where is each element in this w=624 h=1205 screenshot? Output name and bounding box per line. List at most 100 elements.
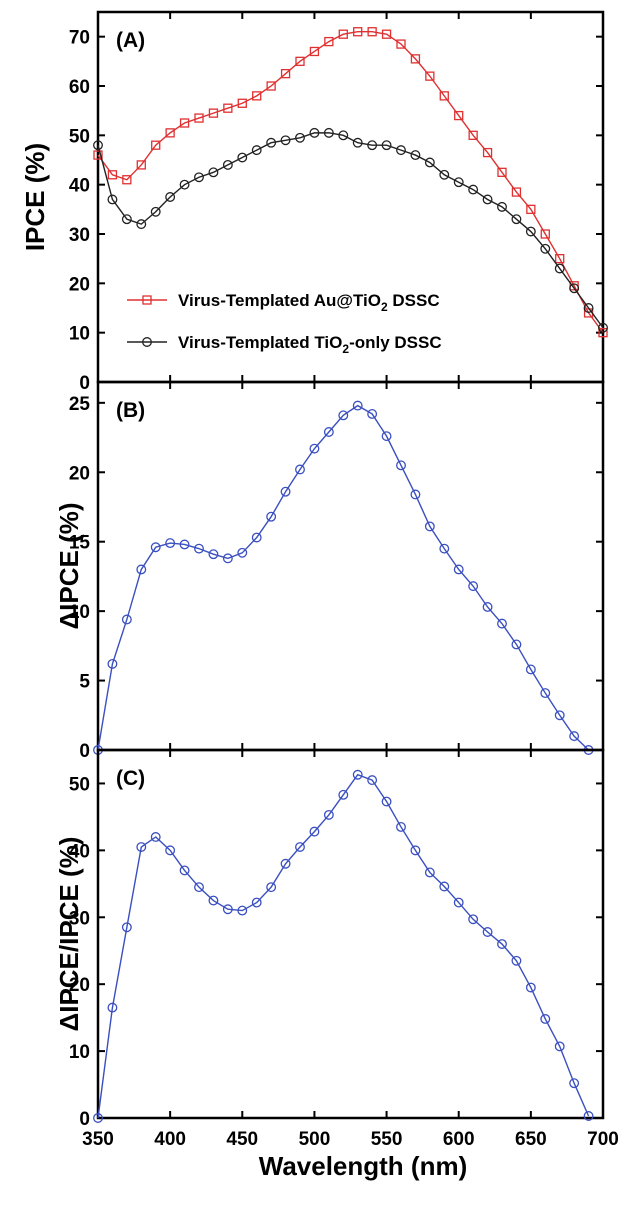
- data-point: [381, 431, 392, 442]
- legend-swatch-marker: [142, 295, 152, 305]
- data-point: [222, 553, 233, 564]
- x-tick-label: 650: [515, 1129, 547, 1150]
- data-point: [598, 322, 608, 333]
- data-point: [554, 710, 565, 721]
- y-tick-label: 10: [69, 324, 90, 345]
- data-point: [468, 184, 479, 195]
- data-point: [410, 150, 421, 161]
- series-0: [93, 769, 594, 1123]
- data-point: [179, 539, 190, 550]
- panel-label: (C): [116, 767, 145, 790]
- data-point: [295, 132, 305, 143]
- data-point: [554, 263, 565, 274]
- data-point: [93, 150, 103, 160]
- data-point: [367, 775, 378, 786]
- data-point: [511, 187, 522, 197]
- data-point: [453, 897, 464, 908]
- data-point: [511, 955, 522, 966]
- data-point: [439, 881, 450, 892]
- data-point: [569, 731, 580, 742]
- data-point: [454, 110, 464, 121]
- data-point: [525, 226, 536, 237]
- data-point: [583, 1111, 594, 1121]
- data-point: [194, 172, 204, 183]
- data-point: [353, 27, 363, 37]
- data-point: [468, 581, 479, 592]
- data-point: [208, 167, 219, 178]
- data-point: [251, 145, 262, 156]
- data-point: [194, 113, 204, 123]
- data-point: [107, 1002, 118, 1013]
- y-tick-label: 0: [79, 373, 90, 394]
- data-point: [266, 81, 276, 91]
- series-line: [97, 773, 590, 1119]
- data-point: [280, 135, 291, 146]
- data-point: [367, 140, 378, 151]
- data-point: [352, 769, 363, 780]
- y-tick-label: 15: [69, 533, 91, 554]
- data-point: [424, 521, 435, 532]
- data-point: [194, 882, 204, 893]
- data-point: [309, 826, 320, 837]
- data-point: [555, 254, 565, 264]
- x-tick-label: 700: [587, 1129, 619, 1150]
- data-point: [194, 543, 204, 554]
- x-tick-label: 350: [82, 1129, 114, 1150]
- x-tick-label: 550: [371, 1129, 403, 1150]
- x-axis-title: Wavelength (nm): [259, 1151, 467, 1181]
- data-point: [150, 206, 161, 217]
- data-point: [222, 904, 233, 915]
- data-point: [439, 169, 450, 180]
- data-point: [324, 36, 334, 47]
- data-point: [468, 914, 479, 925]
- data-point: [439, 91, 449, 101]
- plot-frame: [96, 380, 605, 752]
- data-point: [367, 27, 377, 37]
- data-point: [208, 108, 219, 118]
- data-point: [525, 982, 536, 993]
- data-point: [453, 564, 464, 575]
- data-point: [107, 194, 118, 205]
- data-point: [136, 160, 146, 170]
- data-point: [252, 91, 262, 101]
- y-tick-label: 25: [69, 394, 91, 415]
- data-point: [511, 214, 522, 225]
- y-tick-label: 40: [69, 841, 90, 862]
- data-point: [309, 127, 320, 138]
- data-point: [338, 789, 349, 800]
- legend: Virus-Templated Au@TiO2 DSSC Virus-Templa…: [127, 291, 442, 356]
- legend-entry: Virus-Templated TiO2-only DSSC: [178, 333, 442, 356]
- data-point: [266, 882, 277, 893]
- data-point: [309, 443, 320, 454]
- data-point: [280, 486, 291, 497]
- data-point: [482, 602, 493, 612]
- y-tick-label: 50: [69, 774, 90, 795]
- panel-c: 0 10 20 30 40 50 350 400 450 500 550 600 650 700 ΔIPCE…: [54, 748, 619, 1150]
- data-point: [295, 464, 305, 475]
- y-axis-title: IPCE (%): [20, 143, 50, 251]
- x-tick-label: 600: [443, 1129, 475, 1150]
- data-point: [165, 538, 176, 549]
- series-1: [93, 127, 608, 333]
- y-tick-label: 30: [69, 908, 90, 929]
- legend-entry: Virus-Templated Au@TiO2 DSSC: [178, 291, 440, 314]
- data-point: [540, 229, 550, 239]
- data-point: [540, 688, 551, 699]
- legend-swatch-marker: [142, 337, 152, 347]
- y-tick-label: 50: [69, 126, 90, 147]
- data-point: [151, 140, 161, 150]
- data-point: [251, 897, 262, 908]
- y-tick-label: 30: [69, 225, 90, 246]
- y-tick-label: 20: [69, 274, 90, 295]
- data-point: [425, 71, 435, 81]
- series-0: [93, 27, 608, 338]
- data-point: [280, 858, 291, 869]
- plot-frame: [96, 10, 605, 384]
- data-point: [497, 201, 507, 212]
- x-tick-label: 400: [154, 1129, 186, 1150]
- series-line: [97, 404, 590, 751]
- panel-a: 0 10 20 30 40 50 60 70 IPCE (%) (A) Virus-Template…: [20, 10, 608, 394]
- data-point: [266, 137, 277, 148]
- data-point: [121, 922, 132, 933]
